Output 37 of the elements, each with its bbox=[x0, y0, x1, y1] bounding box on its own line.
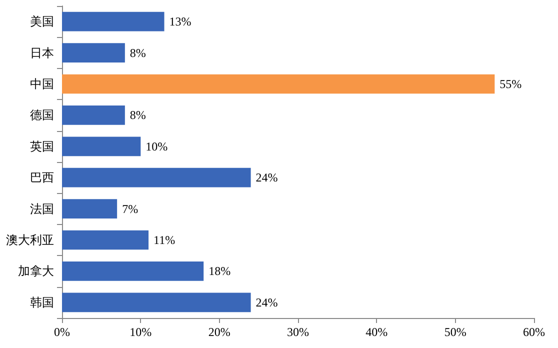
y-tick-label: 德国 bbox=[30, 108, 54, 122]
y-tick-label: 法国 bbox=[30, 202, 54, 216]
y-tick-label: 美国 bbox=[30, 14, 54, 29]
data-label: 24% bbox=[256, 295, 278, 310]
bar bbox=[62, 292, 251, 312]
y-tick-label: 韩国 bbox=[30, 295, 54, 310]
bar bbox=[62, 136, 141, 156]
x-tick-label: 60% bbox=[523, 325, 545, 339]
y-tick-label: 加拿大 bbox=[18, 264, 54, 278]
y-tick-label: 日本 bbox=[30, 46, 54, 60]
bar bbox=[62, 168, 251, 188]
data-label: 11% bbox=[154, 233, 176, 247]
data-label: 18% bbox=[208, 264, 231, 278]
x-tick-label: 10% bbox=[130, 325, 152, 339]
bar bbox=[62, 106, 125, 125]
data-label: 8% bbox=[130, 108, 146, 122]
bar bbox=[62, 74, 495, 94]
bar bbox=[62, 12, 164, 32]
data-label: 24% bbox=[256, 170, 278, 185]
y-tick-label: 巴西 bbox=[30, 170, 54, 185]
data-label: 55% bbox=[500, 77, 522, 91]
x-tick-label: 30% bbox=[287, 325, 309, 339]
data-label: 7% bbox=[122, 202, 138, 216]
y-tick-label: 英国 bbox=[30, 139, 54, 154]
x-tick-label: 50% bbox=[444, 325, 466, 339]
x-tick-label: 0% bbox=[54, 325, 70, 339]
bar bbox=[62, 230, 149, 250]
bar bbox=[62, 262, 204, 281]
data-label: 10% bbox=[146, 139, 168, 154]
data-label: 13% bbox=[169, 14, 192, 29]
bar bbox=[62, 199, 118, 218]
x-tick-label: 20% bbox=[208, 325, 230, 339]
data-label: 8% bbox=[130, 46, 146, 60]
x-tick-label: 40% bbox=[366, 325, 388, 339]
bar bbox=[62, 43, 125, 62]
y-tick-label: 中国 bbox=[30, 77, 54, 91]
y-tick-label: 澳大利亚 bbox=[6, 233, 54, 247]
